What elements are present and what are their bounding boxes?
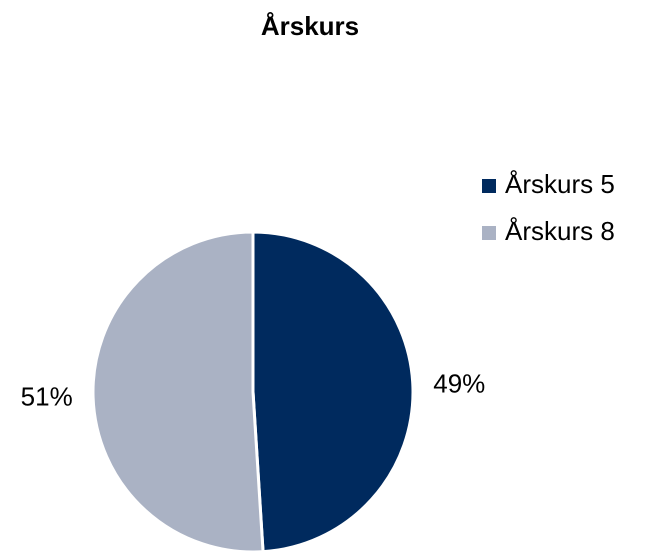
legend-swatch	[482, 179, 496, 193]
pie-slice	[91, 230, 265, 553]
legend-swatch	[482, 226, 496, 240]
data-label: 51%	[21, 381, 73, 411]
legend-label: Årskurs 8	[505, 216, 615, 246]
pie-slice	[251, 230, 415, 553]
data-label: 49%	[433, 368, 485, 398]
legend-label: Årskurs 5	[505, 169, 615, 199]
chart-title: Årskurs	[261, 11, 359, 41]
